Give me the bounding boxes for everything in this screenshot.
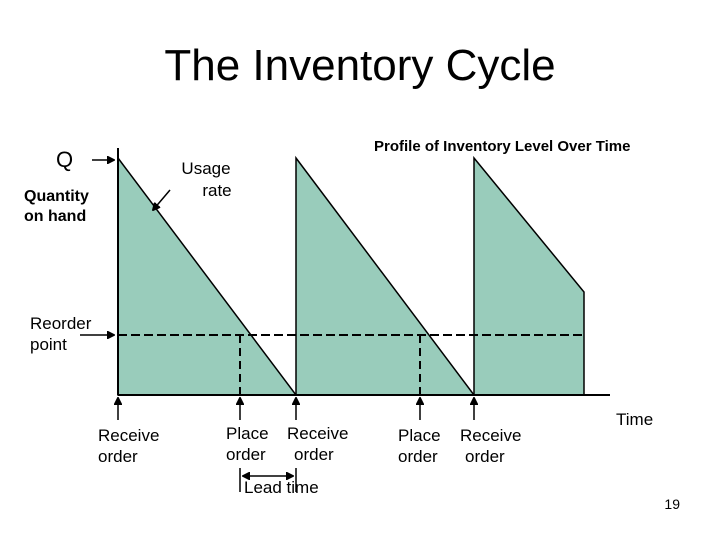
time-label: Time xyxy=(616,410,654,429)
page-title: The Inventory Cycle xyxy=(164,41,556,90)
usage-rate-arrow xyxy=(153,189,171,210)
q-label: Q xyxy=(56,147,74,172)
page-number: 19 xyxy=(664,496,680,512)
place-order-1-line-2: order xyxy=(226,445,266,464)
place-order-2-line-1: Place xyxy=(398,426,441,445)
receive-order-2-line-2: order xyxy=(294,445,334,464)
reorder-point-line-2: point xyxy=(30,335,67,354)
receive-order-2-line-1: Receive xyxy=(287,424,349,443)
usage-rate-line-1: Usage xyxy=(181,159,231,178)
receive-order-1-line-2: order xyxy=(98,447,138,466)
place-order-2-line-2: order xyxy=(398,447,438,466)
place-order-1-line-1: Place xyxy=(226,424,269,443)
profile-title: Profile of Inventory Level Over Time xyxy=(374,138,631,155)
quantity-label-line-2: on hand xyxy=(24,208,87,225)
inventory-triangle-2 xyxy=(295,155,476,396)
lead-time-label: Lead time xyxy=(244,478,319,497)
reorder-point-line-1: Reorder xyxy=(30,314,92,333)
usage-rate-line-2: rate xyxy=(202,181,232,200)
receive-order-1-line-1: Receive xyxy=(98,426,160,445)
receive-order-3-line-2: order xyxy=(465,447,505,466)
receive-order-3-line-1: Receive xyxy=(460,426,522,445)
inventory-trapezoid-3 xyxy=(473,155,585,396)
quantity-label-line-1: Quantity xyxy=(24,188,89,205)
